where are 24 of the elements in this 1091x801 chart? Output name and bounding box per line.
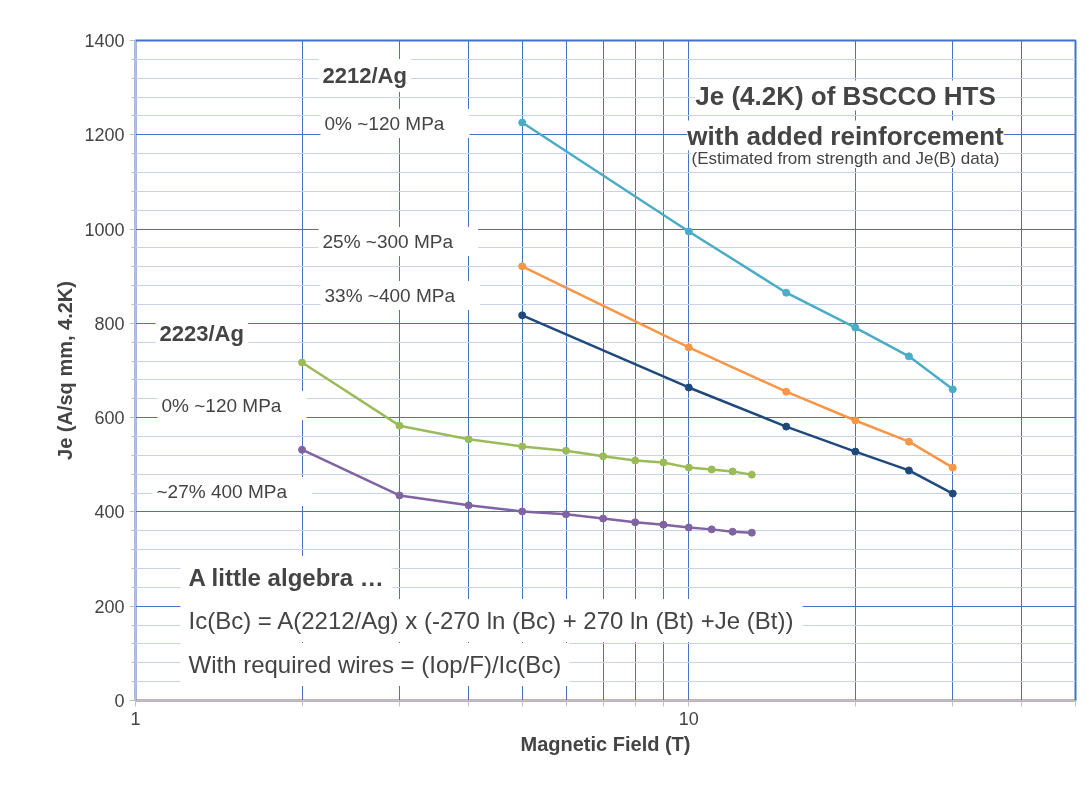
x-axis-title: Magnetic Field (T) xyxy=(520,732,691,755)
y-tick-label: 1200 xyxy=(84,125,125,146)
text: Je (4.2K) of BSCCO HTS with added reinforcement xyxy=(686,80,1005,151)
y-tick-label: 800 xyxy=(94,313,125,334)
annotation: Ic(Bc) = A(2212/Ag) x (-270 ln (Bc) + 270 ln (Bt) +Je (Bt)) xyxy=(188,607,794,634)
y-tick-label: 0 xyxy=(114,691,125,711)
annotation: With required wires = (Iop/F)/Ic(Bc) xyxy=(188,651,562,678)
y-tick-label: 200 xyxy=(94,596,125,617)
annotation: 0% ~120 MPa xyxy=(161,395,282,416)
annotation: 25% ~300 MPa xyxy=(322,231,454,252)
y-tick-label: 1400 xyxy=(84,31,125,51)
y-axis-title: Je (A/sq mm, 4.2K) xyxy=(54,281,77,460)
x-tick-label: 10 xyxy=(678,708,699,729)
annotation: 2212/Ag xyxy=(322,63,407,88)
y-tick-label: 600 xyxy=(94,408,125,429)
y-tick-label: 1000 xyxy=(84,219,125,240)
annotation: 33% ~400 MPa xyxy=(324,285,456,306)
text: (Estimated from strength and Je(B) data) xyxy=(691,149,1000,168)
y-tick-label: 400 xyxy=(94,502,125,523)
x-tick-label: 1 xyxy=(130,708,141,729)
annotation: A little algebra … xyxy=(188,564,384,591)
annotation: 2223/Ag xyxy=(159,321,244,346)
annotation: ~27% 400 MPa xyxy=(156,481,288,502)
annotation: 0% ~120 MPa xyxy=(324,113,445,134)
